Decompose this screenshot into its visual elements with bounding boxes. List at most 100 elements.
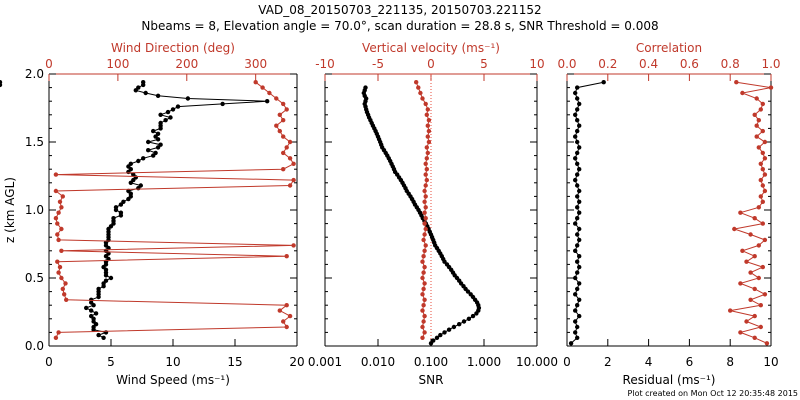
panel2-series-vertical-velocity-point	[420, 259, 425, 264]
panel3-series-correlation-point	[734, 80, 739, 85]
panel3-series-correlation-point	[748, 270, 753, 275]
panel1-series-wind-speed-point	[111, 216, 116, 221]
panel3-series-correlation-point	[732, 226, 737, 232]
panel2-series-snr-point	[446, 327, 452, 332]
panel2-series-snr-point	[442, 330, 447, 335]
panel1-series-wind-direction-point	[56, 270, 61, 275]
panel3-series-residual-point	[575, 335, 580, 340]
panel2-series-snr-point	[363, 85, 368, 90]
panel2-series-vertical-velocity-point	[422, 248, 427, 253]
panel2-series-vertical-velocity-point	[420, 96, 425, 101]
panel1-series-wind-speed-point	[93, 311, 99, 316]
panel2-series-vertical-velocity-point	[422, 313, 427, 319]
panel1-series-wind-direction-point	[61, 292, 67, 297]
panel3-series-correlation-point	[760, 128, 765, 134]
panel1-series-wind-direction-point	[267, 90, 272, 96]
panel2-series-vertical-velocity-point	[422, 232, 427, 237]
panel1-xtick-label: 0	[45, 355, 53, 369]
panel2-series-snr-point	[466, 316, 472, 321]
panel1-series-wind-speed-point	[146, 139, 151, 145]
panel2-series-vertical-velocity-point	[424, 177, 429, 183]
panel2-series-vertical-velocity-point	[422, 281, 427, 286]
panel1-series-wind-speed-point	[175, 104, 181, 109]
panel1-series-wind-speed-point	[155, 131, 161, 136]
panel1-series-wind-direction-point	[281, 134, 286, 139]
panel1-series-wind-speed-point	[118, 210, 124, 215]
panel1-series-wind-direction-point	[56, 237, 61, 243]
panel3-xtick-label: 8	[726, 355, 734, 369]
panel1-series-wind-speed-point	[131, 172, 136, 177]
panel2-series-vertical-velocity-point	[423, 226, 428, 232]
panel3-series-residual-point	[577, 123, 582, 128]
panel3-series-residual-point	[575, 150, 580, 156]
panel1-series-wind-speed-point	[153, 150, 158, 156]
panel3-series-residual-point	[601, 80, 606, 85]
panel1-series-wind-direction-point	[59, 248, 64, 253]
panel3-series-correlation-point	[738, 281, 743, 286]
panel2-series-vertical-velocity-point	[424, 112, 429, 118]
panel3-series-correlation-point	[754, 96, 759, 101]
panel1-series-wind-speed-point	[158, 120, 163, 126]
panel3-series-correlation-point	[758, 161, 763, 166]
panel1-series-wind-speed-point	[96, 332, 101, 338]
panel1-series-wind-direction-point	[253, 80, 258, 85]
panel3-series-correlation-point	[762, 188, 768, 194]
panel2-series-vertical-velocity-point	[423, 161, 428, 166]
panel3-series-residual-point	[575, 96, 580, 101]
panel3-series-residual-point	[577, 188, 582, 194]
panel3-series-residual-point	[575, 118, 580, 123]
panel1-series-wind-speed-point	[141, 80, 146, 85]
panel1-xtick-label: 10	[165, 355, 180, 369]
panel3-series-correlation-point	[758, 177, 763, 183]
panel2-series-snr-point	[0, 80, 3, 85]
panel3-series-residual-point	[577, 167, 582, 172]
panel3-top-xtick-label: 0.2	[598, 57, 617, 71]
panel1-series-wind-speed-point	[146, 148, 151, 153]
panel1-xtick-label: 15	[227, 355, 242, 369]
panel1-top-xtick-label: 100	[106, 57, 129, 71]
panel3-series-residual-point	[577, 297, 582, 302]
panel3-xtick-label: 10	[763, 355, 778, 369]
panel1-series-wind-direction-point	[55, 232, 60, 237]
panel1-series-wind-speed-point	[170, 107, 176, 112]
panel1-series-wind-speed-point	[151, 128, 156, 134]
panel3-series-correlation-point	[754, 123, 759, 128]
panel3-series-correlation-point	[762, 292, 768, 297]
panel1-series-wind-direction-point	[63, 297, 69, 302]
panel1-series-wind-direction-point	[59, 275, 64, 281]
panel1-series-wind-speed-point	[163, 118, 168, 123]
panel3-series-correlation-point	[744, 319, 749, 324]
panel3-series-correlation-point	[752, 313, 757, 319]
panel1-top-xtick-label: 200	[175, 57, 198, 71]
panel1-series-wind-direction-point	[60, 286, 65, 292]
panel1-series-wind-direction-point	[260, 85, 265, 90]
panel1-series-wind-direction-point	[284, 145, 289, 150]
panel2-series-vertical-velocity-point	[420, 292, 425, 297]
panel3-series-correlation-point	[752, 112, 757, 118]
panel3-series-residual-point	[575, 259, 580, 264]
panel3-xtick-label: 0	[563, 355, 571, 369]
panel2-series-snr-point	[461, 319, 467, 324]
panel2-series-vertical-velocity-point	[420, 324, 425, 330]
panel2-top-xtick-label: 10	[529, 57, 544, 71]
panel2-series-vertical-velocity-point	[423, 205, 428, 210]
panel3-series-residual-point	[573, 221, 578, 226]
panel2-series-vertical-velocity-point	[422, 188, 427, 194]
panel3-series-correlation-point	[762, 172, 768, 177]
panel1-top-xtick-label: 0	[45, 57, 53, 71]
panel3-series-residual-point	[577, 226, 582, 232]
panel1-series-wind-direction-point	[57, 264, 63, 270]
panel3-series-correlation-point	[752, 254, 757, 259]
panel1-series-wind-speed-point	[103, 278, 109, 283]
panel2-series-vertical-velocity-point	[426, 118, 432, 123]
panel3-xtick-label: 2	[604, 355, 612, 369]
panel3-series-residual-point	[568, 341, 574, 346]
panel1-series-wind-direction-point	[284, 324, 289, 330]
panel1-xlabel: Wind Speed (ms⁻¹)	[116, 373, 230, 387]
panel1-series-wind-direction-point	[55, 259, 60, 264]
panel1-series-wind-direction-point	[59, 205, 64, 210]
panel2-top-xtick-label: -5	[372, 57, 384, 71]
panel2-series-vertical-velocity-point	[420, 308, 425, 313]
panel2-series-snr-point	[434, 335, 440, 340]
